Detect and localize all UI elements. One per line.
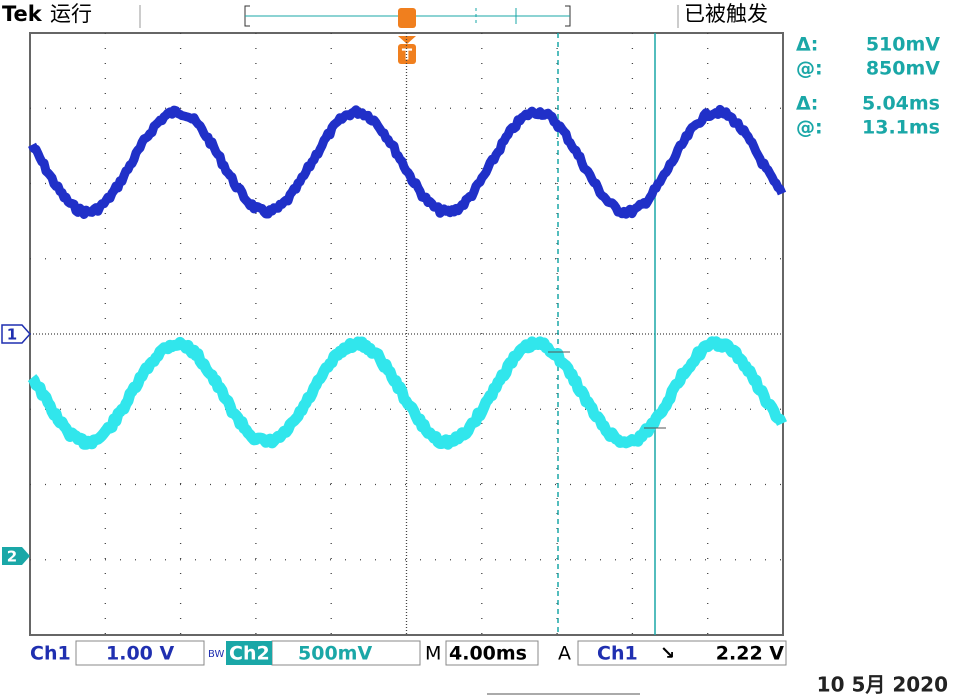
ch1-label: Ch1 <box>30 643 71 665</box>
timebase-label: M <box>425 643 441 665</box>
ch2-marker: 2 <box>7 548 17 566</box>
delta-label: Δ: <box>796 93 818 115</box>
trigger-position-marker <box>398 8 416 28</box>
delta-value: 5.04ms <box>862 93 940 115</box>
trigger-source: Ch1 <box>597 643 638 665</box>
at-label: @: <box>796 117 823 139</box>
ch1-marker-bg <box>1 324 32 344</box>
ch2-marker-bg <box>2 547 30 565</box>
at-value: 850mV <box>866 58 940 80</box>
trigger-state: 已被触发 <box>684 2 768 26</box>
trigger-marker: T <box>402 46 413 64</box>
at-value: 13.1ms <box>862 117 940 139</box>
trigger-level: 2.22 V <box>716 643 784 665</box>
ch2-label: Ch2 <box>229 643 270 665</box>
graticule <box>30 33 783 635</box>
trigger-slope: ↘ <box>660 643 675 664</box>
timebase: 4.00ms <box>449 643 527 665</box>
trigger-mode: A <box>558 643 571 665</box>
status-boxes <box>75 640 787 666</box>
ch1-marker: 1 <box>7 326 17 344</box>
ch2-label-bg <box>226 641 272 665</box>
date: 10 5月 2020 <box>817 673 948 697</box>
ch1-waveform <box>28 104 787 219</box>
bandwidth-limit: BW <box>208 649 225 660</box>
delta-label: Δ: <box>796 34 818 56</box>
ch2-waveform <box>27 336 787 450</box>
run-status: 运行 <box>50 2 92 26</box>
at-label: @: <box>796 58 823 80</box>
ch2-scale: 500mV <box>298 643 372 665</box>
brand: Tek <box>2 2 43 26</box>
ch1-scale: 1.00 V <box>106 643 174 665</box>
delta-value: 510mV <box>866 34 940 56</box>
